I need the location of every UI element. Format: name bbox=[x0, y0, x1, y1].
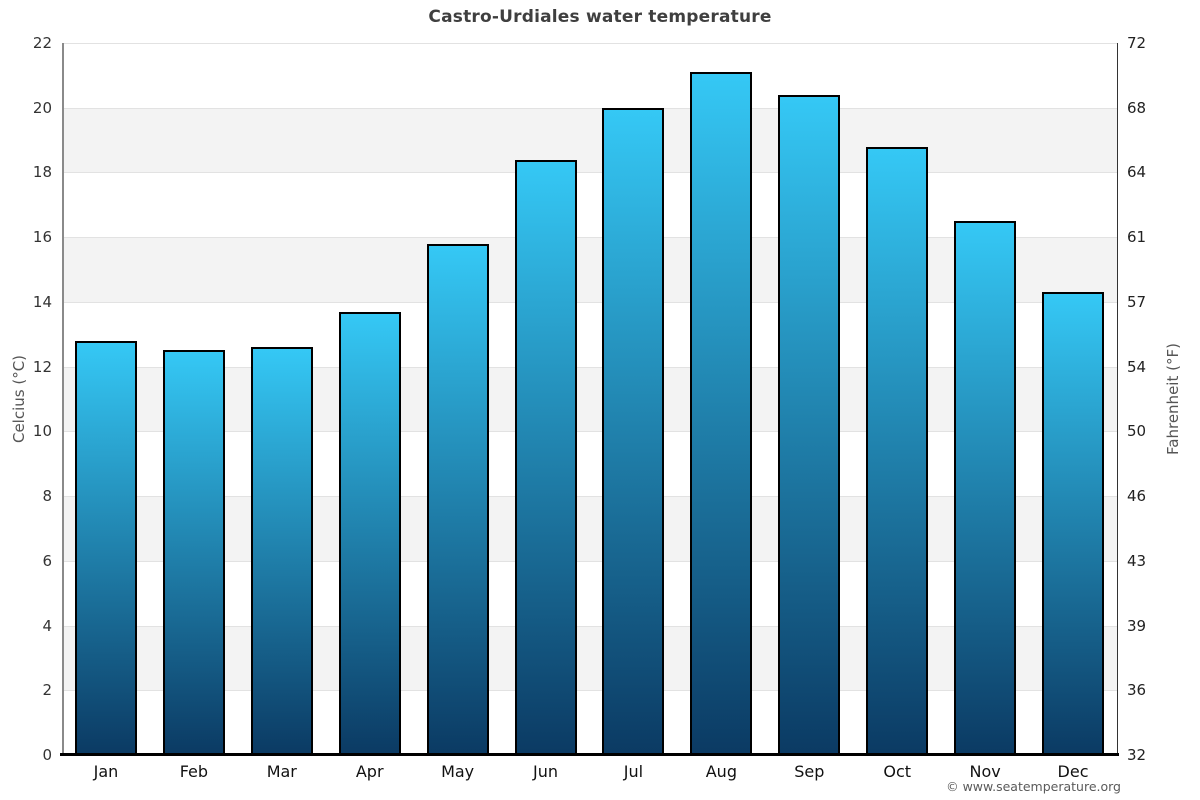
y-tick-label-fahrenheit: 46 bbox=[1127, 487, 1147, 506]
background-band bbox=[62, 625, 1117, 691]
background-band bbox=[62, 560, 1117, 626]
y-axis-line-left bbox=[62, 43, 64, 755]
chart-title: Castro-Urdiales water temperature bbox=[428, 7, 772, 27]
temperature-bar-aug bbox=[690, 72, 753, 755]
x-tick-label-nov: Nov bbox=[969, 762, 1001, 781]
gridline bbox=[62, 626, 1117, 627]
y-tick-label-celsius: 18 bbox=[32, 163, 52, 182]
gridline bbox=[62, 108, 1117, 109]
gridline bbox=[62, 43, 1117, 44]
x-tick-label-may: May bbox=[441, 762, 475, 781]
y-tick-label-fahrenheit: 36 bbox=[1127, 681, 1147, 700]
background-band bbox=[62, 107, 1117, 173]
background-band bbox=[62, 172, 1117, 238]
x-tick-label-mar: Mar bbox=[266, 762, 297, 781]
y-tick-label-fahrenheit: 72 bbox=[1127, 34, 1147, 52]
y-axis-title-fahrenheit: Fahrenheit (°F) bbox=[1164, 343, 1182, 455]
gridline bbox=[62, 237, 1117, 238]
gridline bbox=[62, 367, 1117, 368]
y-tick-label-fahrenheit: 61 bbox=[1127, 228, 1147, 247]
y-tick-label-celsius: 4 bbox=[42, 616, 52, 635]
gridline bbox=[62, 690, 1117, 691]
temperature-bar-jun bbox=[514, 159, 577, 755]
background-band bbox=[62, 366, 1117, 432]
y-axis-line-right bbox=[1117, 43, 1118, 755]
temperature-bar-oct bbox=[866, 146, 929, 755]
temperature-bar-sep bbox=[778, 94, 841, 755]
y-tick-label-celsius: 20 bbox=[32, 98, 52, 117]
gridline bbox=[62, 302, 1117, 303]
temperature-bar-nov bbox=[954, 221, 1017, 755]
x-tick-label-dec: Dec bbox=[1057, 762, 1089, 781]
y-tick-label-fahrenheit: 39 bbox=[1127, 616, 1147, 635]
temperature-bar-jul bbox=[602, 107, 665, 755]
x-axis-line bbox=[60, 753, 1119, 756]
y-tick-label-celsius: 10 bbox=[32, 422, 52, 441]
gridline bbox=[62, 561, 1117, 562]
temperature-bar-mar bbox=[250, 347, 313, 755]
y-tick-label-fahrenheit: 54 bbox=[1127, 357, 1147, 376]
temperature-bar-jan bbox=[74, 340, 137, 755]
x-tick-label-apr: Apr bbox=[355, 762, 384, 781]
temperature-bar-dec bbox=[1042, 292, 1105, 755]
temperature-bar-apr bbox=[338, 311, 401, 755]
y-axis-title-celsius: Celcius (°C) bbox=[10, 354, 28, 444]
background-band bbox=[62, 690, 1117, 755]
y-tick-label-fahrenheit: 50 bbox=[1127, 422, 1147, 441]
x-tick-label-jun: Jun bbox=[533, 762, 559, 781]
y-tick-label-celsius: 22 bbox=[32, 34, 52, 52]
background-band bbox=[62, 301, 1117, 367]
x-tick-label-aug: Aug bbox=[705, 762, 737, 781]
temperature-bar-may bbox=[426, 243, 489, 755]
y-tick-label-celsius: 6 bbox=[42, 551, 52, 570]
y-tick-label-celsius: 16 bbox=[32, 228, 52, 247]
y-tick-label-fahrenheit: 43 bbox=[1127, 551, 1147, 570]
plot-area bbox=[62, 43, 1117, 755]
y-tick-label-fahrenheit: 32 bbox=[1127, 746, 1147, 764]
credit-link[interactable]: © www.seatemperature.org bbox=[946, 779, 1121, 794]
y-tick-label-celsius: 14 bbox=[32, 292, 52, 311]
y-tick-label-celsius: 2 bbox=[42, 681, 52, 700]
x-tick-label-jul: Jul bbox=[623, 762, 644, 781]
temperature-bar-feb bbox=[162, 350, 225, 755]
x-tick-label-feb: Feb bbox=[179, 762, 209, 781]
x-tick-label-jan: Jan bbox=[93, 762, 119, 781]
y-tick-label-fahrenheit: 57 bbox=[1127, 292, 1147, 311]
y-tick-label-celsius: 8 bbox=[42, 487, 52, 506]
gridline bbox=[62, 496, 1117, 497]
gridline bbox=[62, 172, 1117, 173]
background-band bbox=[62, 431, 1117, 497]
background-band bbox=[62, 496, 1117, 561]
y-tick-label-celsius: 12 bbox=[32, 357, 52, 376]
x-tick-label-sep: Sep bbox=[794, 762, 825, 781]
background-band bbox=[62, 237, 1117, 302]
y-tick-label-fahrenheit: 68 bbox=[1127, 98, 1147, 117]
x-tick-label-oct: Oct bbox=[883, 762, 912, 781]
gridline bbox=[62, 431, 1117, 432]
background-band bbox=[62, 43, 1117, 108]
y-tick-label-celsius: 0 bbox=[42, 746, 52, 764]
y-tick-label-fahrenheit: 64 bbox=[1127, 163, 1147, 182]
